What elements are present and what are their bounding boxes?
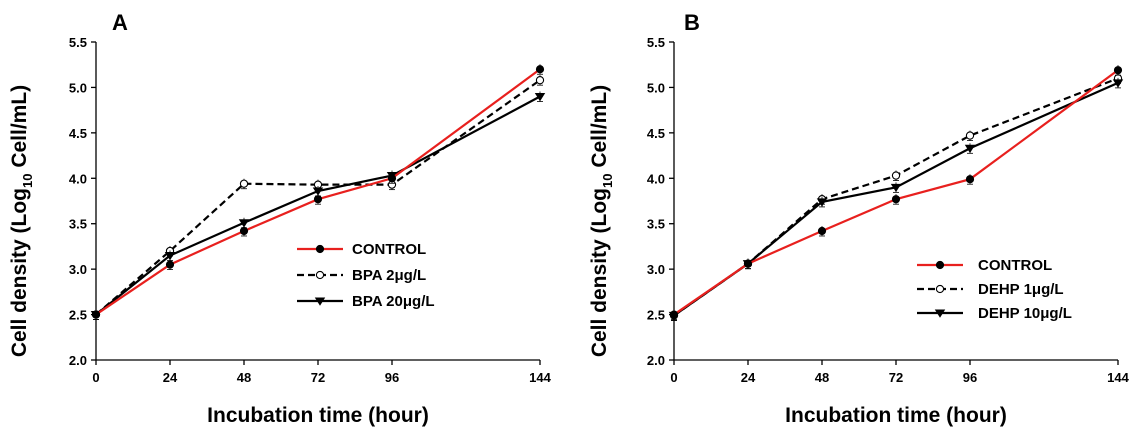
legend-marker [314, 297, 326, 306]
data-point [891, 195, 901, 204]
legend-marker [934, 309, 946, 318]
legend: CONTROL DEHP 1μg/L DEHP 10μg/L [917, 257, 1072, 322]
chart-panel-a: A 2.0 2.5 3.0 3.5 4.0 4.5 5.0 5.5 0 24 48 72 96 144 Inc… [8, 10, 552, 427]
y-axis-title-tail: Cell/mL) [8, 85, 31, 174]
y-axis-title-subscript: 10 [20, 174, 35, 188]
data-point [743, 259, 753, 268]
y-tick-label: 3.0 [69, 262, 87, 277]
data-point [1113, 66, 1123, 75]
chart-panel-b: B 2.0 2.5 3.0 3.5 4.0 4.5 5.0 5.5 0 24 48 72 96 144 Inc… [588, 10, 1130, 427]
series-0 [669, 65, 1123, 320]
data-point [817, 226, 827, 236]
y-axis-title-tail: Cell/mL) [588, 85, 611, 174]
data-point [1112, 79, 1124, 88]
y-tick-label: 4.0 [69, 171, 87, 186]
series-0 [91, 64, 545, 320]
data-point [891, 171, 901, 180]
data-point [164, 251, 176, 261]
series-line [673, 69, 1119, 316]
y-tick-label: 2.0 [647, 353, 665, 368]
legend-label: CONTROL [352, 241, 426, 258]
legend: CONTROL BPA 2μg/L BPA 20μg/L [297, 241, 435, 310]
y-tick-label: 2.0 [69, 353, 87, 368]
data-point [964, 144, 976, 154]
y-tick-label: 4.5 [69, 126, 87, 141]
data-point [890, 183, 902, 193]
x-axis-title: Incubation time (hour) [207, 404, 429, 427]
y-tick-label: 2.5 [69, 308, 87, 323]
x-tick-label: 24 [741, 370, 756, 385]
data-point [312, 187, 324, 196]
y-tick-label: 5.5 [69, 35, 87, 50]
panel-label: A [112, 10, 128, 35]
y-tick-label: 4.5 [647, 126, 665, 141]
x-tick-label: 72 [311, 370, 325, 385]
x-tick-label: 144 [529, 370, 551, 385]
legend-marker [935, 284, 945, 294]
x-tick-label: 96 [385, 370, 399, 385]
x-tick-label: 96 [963, 370, 977, 385]
series-line [673, 77, 1119, 317]
data-point [239, 179, 249, 188]
series-2 [90, 91, 546, 320]
legend-label: BPA 2μg/L [352, 267, 426, 284]
panel-label: B [684, 10, 700, 35]
x-tick-label: 144 [1107, 370, 1129, 385]
legend-marker [315, 244, 325, 254]
y-tick-label: 5.5 [647, 35, 665, 50]
data-point [387, 174, 397, 183]
y-tick-label: 4.0 [647, 171, 665, 186]
data-point [535, 65, 545, 74]
series-line [95, 79, 541, 316]
y-tick-label: 5.0 [69, 80, 87, 95]
legend-label: BPA 20μg/L [352, 293, 435, 310]
y-tick-label: 5.0 [647, 80, 665, 95]
data-point [965, 175, 975, 184]
y-axis-title: Cell density (Log10 Cell/mL) [588, 85, 615, 357]
y-axis-title: Cell density (Log10 Cell/mL) [8, 85, 35, 357]
x-tick-label: 24 [163, 370, 178, 385]
y-tick-label: 2.5 [647, 308, 665, 323]
y-axis-title-main: Cell density (Log [8, 188, 31, 357]
legend-marker [315, 270, 325, 280]
x-tick-label: 48 [815, 370, 829, 385]
legend-label: DEHP 1μg/L [978, 281, 1064, 298]
legend-marker [935, 260, 945, 270]
x-axis-title: Incubation time (hour) [785, 404, 1007, 427]
data-point [669, 310, 679, 319]
data-point [816, 198, 828, 207]
x-tick-label: 48 [237, 370, 251, 385]
y-tick-label: 3.5 [69, 217, 87, 232]
data-point [91, 310, 101, 319]
data-point [239, 226, 249, 236]
data-point [313, 195, 323, 204]
x-tick-label: 0 [670, 370, 677, 385]
data-point [534, 92, 546, 102]
series-line [95, 95, 541, 316]
x-tick-label: 72 [889, 370, 903, 385]
y-tick-label: 3.0 [647, 262, 665, 277]
y-axis-title-subscript: 10 [600, 174, 615, 188]
data-point [238, 219, 250, 228]
legend-label: DEHP 10μg/L [978, 305, 1072, 322]
legend-label: CONTROL [978, 257, 1052, 274]
series-line [95, 68, 541, 316]
data-point [535, 76, 545, 85]
y-axis-title-main: Cell density (Log [588, 188, 611, 357]
data-point [165, 260, 175, 269]
y-tick-label: 3.5 [647, 217, 665, 232]
x-tick-label: 0 [92, 370, 99, 385]
data-point [965, 131, 975, 140]
